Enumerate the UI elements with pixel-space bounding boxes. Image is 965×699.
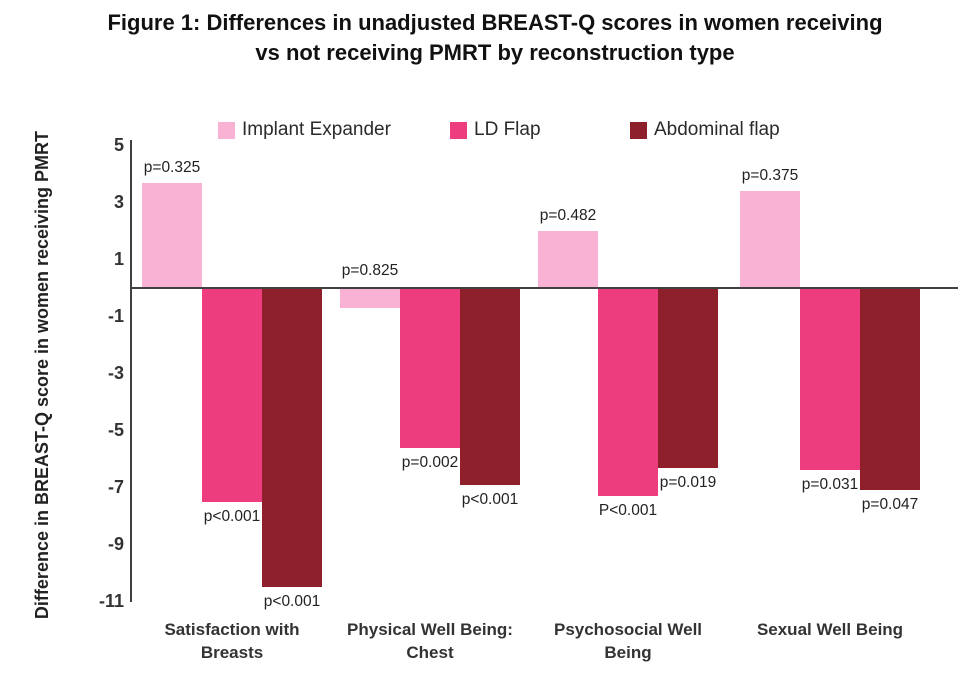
p-value-label: p<0.001 bbox=[203, 507, 261, 525]
y-tick-label: 3 bbox=[113, 191, 124, 212]
x-category-label: Psychosocial Well Being bbox=[553, 620, 703, 662]
y-tick-label: -9 bbox=[107, 533, 124, 554]
bar-abdominal-flap-satisfaction-with-breasts bbox=[262, 288, 322, 588]
legend-swatch-implant-expander-icon bbox=[218, 121, 235, 139]
legend-swatch-ld-flap-icon bbox=[450, 121, 467, 139]
chart-title: Figure 1: Differences in unadjusted BREA… bbox=[107, 10, 883, 65]
y-axis-ticks: 5 3 1 -1 -3 -5 -7 -9 -11 bbox=[38, 0, 124, 699]
y-axis-line bbox=[130, 140, 132, 602]
p-value-label: p<0.001 bbox=[461, 490, 519, 508]
zero-baseline bbox=[130, 287, 958, 289]
legend-item-abdominal-flap: Abdominal flap bbox=[630, 117, 780, 143]
y-tick-label: -7 bbox=[107, 476, 124, 497]
p-value-label: p=0.825 bbox=[341, 262, 399, 279]
legend-label: LD Flap bbox=[474, 119, 541, 140]
x-category-label: Sexual Well Being bbox=[756, 620, 904, 639]
p-value-label: p=0.019 bbox=[659, 473, 717, 491]
p-value-label: p=0.482 bbox=[539, 207, 597, 224]
y-tick-label: -3 bbox=[107, 362, 124, 383]
x-category-label: Physical Well Being: Chest bbox=[347, 620, 513, 662]
plot-area: p=0.325 p=0.825 p=0.482 p=0.375 p<0.001 p=0.0… bbox=[130, 140, 958, 610]
legend-swatch-abdominal-flap-icon bbox=[630, 121, 647, 139]
p-value-label: p=0.031 bbox=[801, 476, 859, 494]
bar-implant-expander-satisfaction-with-breasts bbox=[142, 182, 202, 288]
legend-item-implant-expander: Implant Expander bbox=[218, 117, 391, 143]
y-tick-label: 5 bbox=[113, 134, 124, 155]
y-tick-label: -11 bbox=[98, 590, 124, 611]
y-tick-label: 1 bbox=[113, 248, 124, 269]
legend-label: Implant Expander bbox=[242, 119, 391, 140]
x-category-label: Satisfaction with Breasts bbox=[164, 620, 300, 662]
bar-abdominal-flap-psychosocial-well-being bbox=[658, 288, 718, 468]
bar-ld-flap-satisfaction-with-breasts bbox=[202, 288, 262, 502]
bar-implant-expander-psychosocial-well-being bbox=[538, 231, 598, 288]
bar-implant-expander-physical-well-being-chest bbox=[340, 288, 400, 308]
legend: Implant Expander LD Flap Abdominal flap bbox=[0, 117, 965, 147]
y-tick-label: -5 bbox=[107, 419, 124, 440]
p-value-label: P<0.001 bbox=[598, 502, 658, 520]
bar-ld-flap-physical-well-being-chest bbox=[400, 288, 460, 448]
legend-label: Abdominal flap bbox=[654, 119, 780, 140]
legend-item-ld-flap: LD Flap bbox=[450, 117, 541, 143]
p-value-label: p=0.002 bbox=[401, 453, 459, 471]
bar-abdominal-flap-sexual-well-being bbox=[860, 288, 920, 491]
bar-ld-flap-sexual-well-being bbox=[800, 288, 860, 471]
p-value-label: p=0.325 bbox=[143, 158, 201, 176]
bar-abdominal-flap-physical-well-being-chest bbox=[460, 288, 520, 485]
p-value-label: p=0.375 bbox=[741, 167, 799, 185]
y-tick-label: -1 bbox=[107, 305, 124, 326]
bar-implant-expander-sexual-well-being bbox=[740, 191, 800, 288]
p-value-label: p=0.047 bbox=[861, 496, 919, 514]
p-value-label: p<0.001 bbox=[263, 593, 321, 611]
bar-ld-flap-psychosocial-well-being bbox=[598, 288, 658, 497]
